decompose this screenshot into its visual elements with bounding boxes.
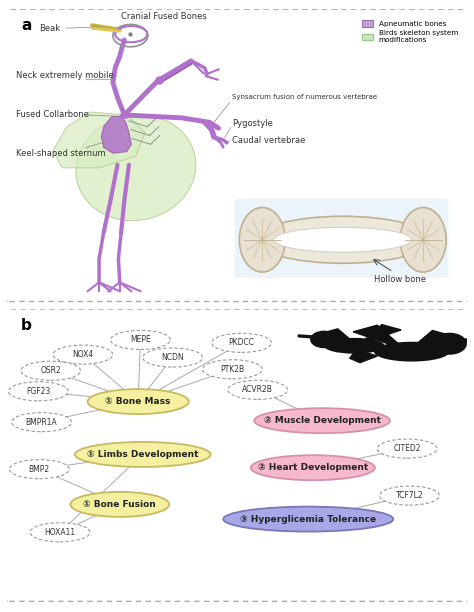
Ellipse shape [212, 334, 272, 353]
Text: NCDN: NCDN [161, 353, 184, 362]
Text: ② Heart Development: ② Heart Development [258, 463, 368, 472]
Text: OSR2: OSR2 [40, 366, 61, 375]
Text: TCF7L2: TCF7L2 [396, 491, 423, 500]
Ellipse shape [377, 439, 437, 458]
Polygon shape [360, 324, 401, 344]
Ellipse shape [274, 227, 412, 252]
Ellipse shape [251, 455, 375, 480]
Circle shape [432, 333, 467, 355]
Ellipse shape [75, 442, 210, 467]
Ellipse shape [228, 380, 288, 400]
Ellipse shape [254, 408, 390, 433]
Text: ③ Hyperglicemia Tolerance: ③ Hyperglicemia Tolerance [240, 515, 376, 524]
Ellipse shape [400, 207, 446, 272]
Polygon shape [101, 116, 131, 153]
Text: ① Bone Mass: ① Bone Mass [105, 397, 171, 406]
Text: BMPR1A: BMPR1A [26, 417, 57, 427]
Ellipse shape [255, 216, 430, 263]
Ellipse shape [223, 507, 393, 532]
Ellipse shape [30, 523, 90, 542]
Text: NOX4: NOX4 [73, 350, 93, 359]
Text: Keel-shaped sternum: Keel-shaped sternum [16, 149, 106, 158]
Text: a: a [21, 18, 31, 33]
Text: Hollow bone: Hollow bone [374, 275, 426, 284]
Text: Caudal vertebrae: Caudal vertebrae [232, 136, 306, 144]
Circle shape [310, 330, 337, 348]
Text: Neck extremely mobile: Neck extremely mobile [16, 71, 114, 80]
Polygon shape [405, 330, 453, 354]
Polygon shape [353, 325, 405, 349]
Text: MEPE: MEPE [130, 335, 151, 345]
Ellipse shape [9, 460, 69, 479]
Ellipse shape [21, 361, 81, 380]
Text: HOXA11: HOXA11 [45, 528, 75, 537]
Polygon shape [350, 349, 377, 363]
Ellipse shape [110, 330, 170, 349]
Polygon shape [321, 329, 360, 348]
Text: ② Muscle Development: ② Muscle Development [264, 416, 381, 425]
Ellipse shape [9, 382, 68, 401]
Text: PKDCC: PKDCC [228, 338, 255, 348]
Ellipse shape [202, 360, 262, 379]
FancyBboxPatch shape [2, 9, 472, 302]
Ellipse shape [76, 115, 196, 220]
Text: Synsacrum fusion of numerous vertebrae: Synsacrum fusion of numerous vertebrae [232, 94, 377, 100]
Ellipse shape [380, 486, 439, 505]
Text: ① Bone Fusion: ① Bone Fusion [83, 500, 156, 509]
Text: FGF23: FGF23 [26, 387, 51, 396]
FancyBboxPatch shape [235, 199, 448, 278]
Text: PTK2B: PTK2B [220, 365, 245, 374]
Ellipse shape [143, 348, 202, 367]
Polygon shape [53, 112, 145, 168]
Ellipse shape [374, 341, 450, 362]
Text: ACVR2B: ACVR2B [242, 386, 273, 394]
Text: BMP2: BMP2 [29, 465, 50, 474]
Ellipse shape [70, 492, 169, 517]
Text: b: b [21, 318, 32, 333]
Text: ① Limbs Development: ① Limbs Development [87, 450, 199, 459]
Ellipse shape [324, 338, 384, 354]
FancyBboxPatch shape [2, 309, 472, 602]
Text: Pygostyle: Pygostyle [232, 119, 273, 128]
Ellipse shape [53, 345, 113, 364]
Text: Beak: Beak [39, 24, 101, 33]
Text: CITED2: CITED2 [393, 444, 421, 453]
Ellipse shape [88, 389, 189, 414]
Legend: Apneumatic bones, Birds skeleton system
modifications: Apneumatic bones, Birds skeleton system … [359, 17, 461, 47]
Text: Fused Collarbone: Fused Collarbone [16, 110, 89, 119]
Ellipse shape [12, 412, 72, 431]
Polygon shape [382, 344, 404, 354]
Text: Cranial Fused Bones: Cranial Fused Bones [120, 12, 206, 25]
Ellipse shape [239, 207, 285, 272]
